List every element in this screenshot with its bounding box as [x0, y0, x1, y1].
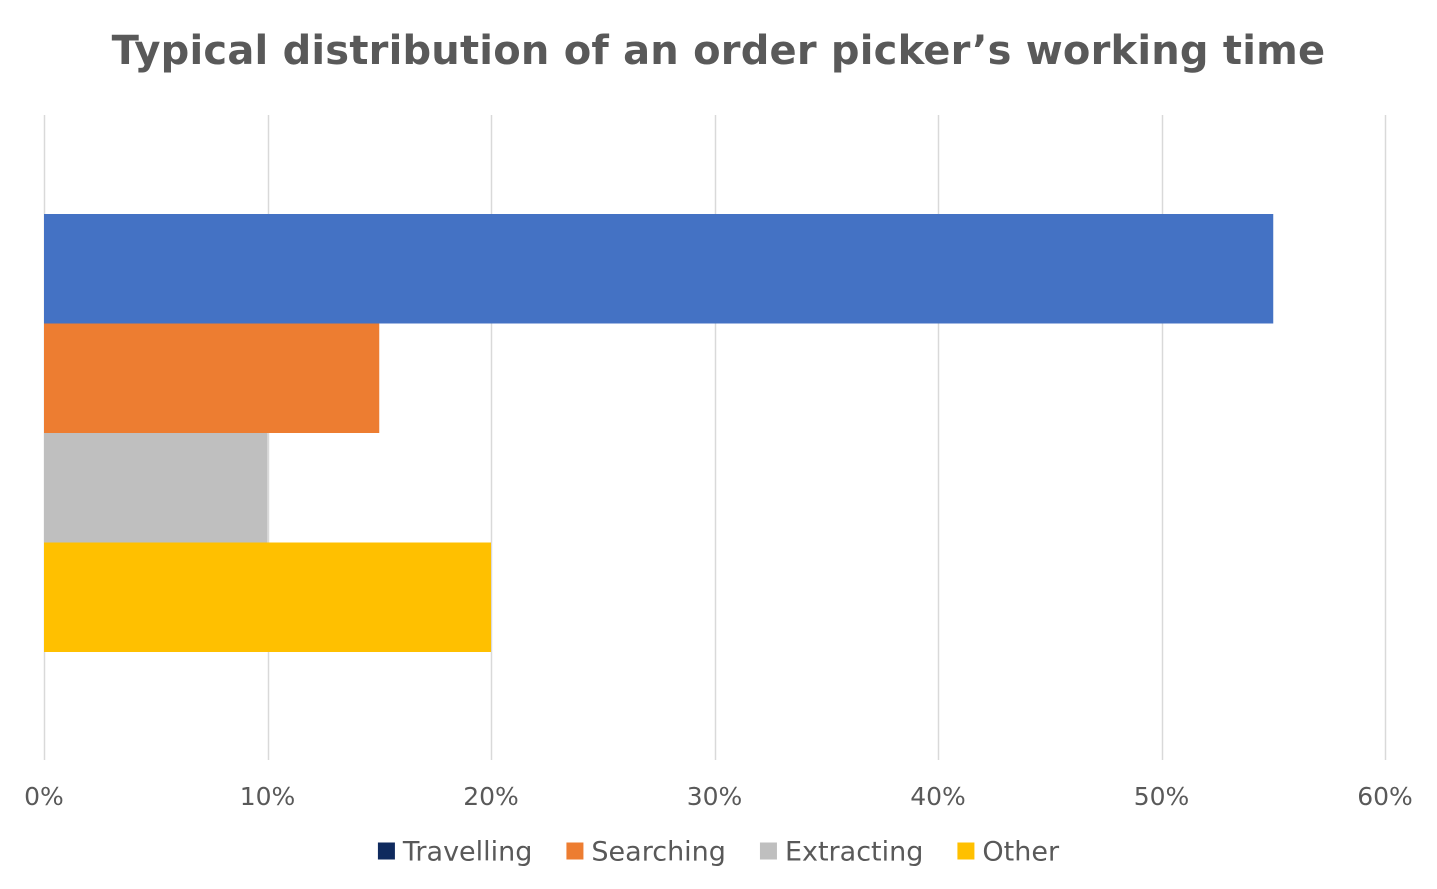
bar-travelling [44, 214, 1274, 324]
legend-item-travelling: Travelling [377, 837, 533, 868]
legend-label: Other [982, 837, 1060, 868]
legend-swatch [377, 842, 395, 860]
legend-swatch [957, 842, 975, 860]
legend-item-extracting: Extracting [759, 837, 923, 868]
legend-label: Searching [591, 837, 726, 868]
chart-title: Typical distribution of an order picker’… [111, 28, 1326, 74]
x-tick-label: 10% [240, 782, 296, 811]
x-tick-label: 30% [687, 782, 743, 811]
x-tick-label: 50% [1134, 782, 1190, 811]
x-tick-label: 60% [1357, 782, 1413, 811]
bar-extracting [44, 433, 268, 543]
legend-swatch [759, 842, 777, 860]
legend-item-searching: Searching [566, 837, 726, 868]
bar-other [44, 542, 491, 652]
bar-searching [44, 323, 380, 433]
legend-item-other: Other [957, 837, 1060, 868]
x-tick-label: 0% [24, 782, 64, 811]
legend: Travelling Searching Extracting Other [377, 837, 1060, 868]
bars [44, 214, 1274, 652]
legend-label: Travelling [402, 837, 533, 868]
legend-swatch [566, 842, 584, 860]
x-tick-label: 20% [463, 782, 519, 811]
x-axis-ticks: 0% 10% 20% 30% 40% 50% 60% [24, 782, 1413, 811]
legend-label: Extracting [785, 837, 923, 868]
x-tick-label: 40% [910, 782, 966, 811]
